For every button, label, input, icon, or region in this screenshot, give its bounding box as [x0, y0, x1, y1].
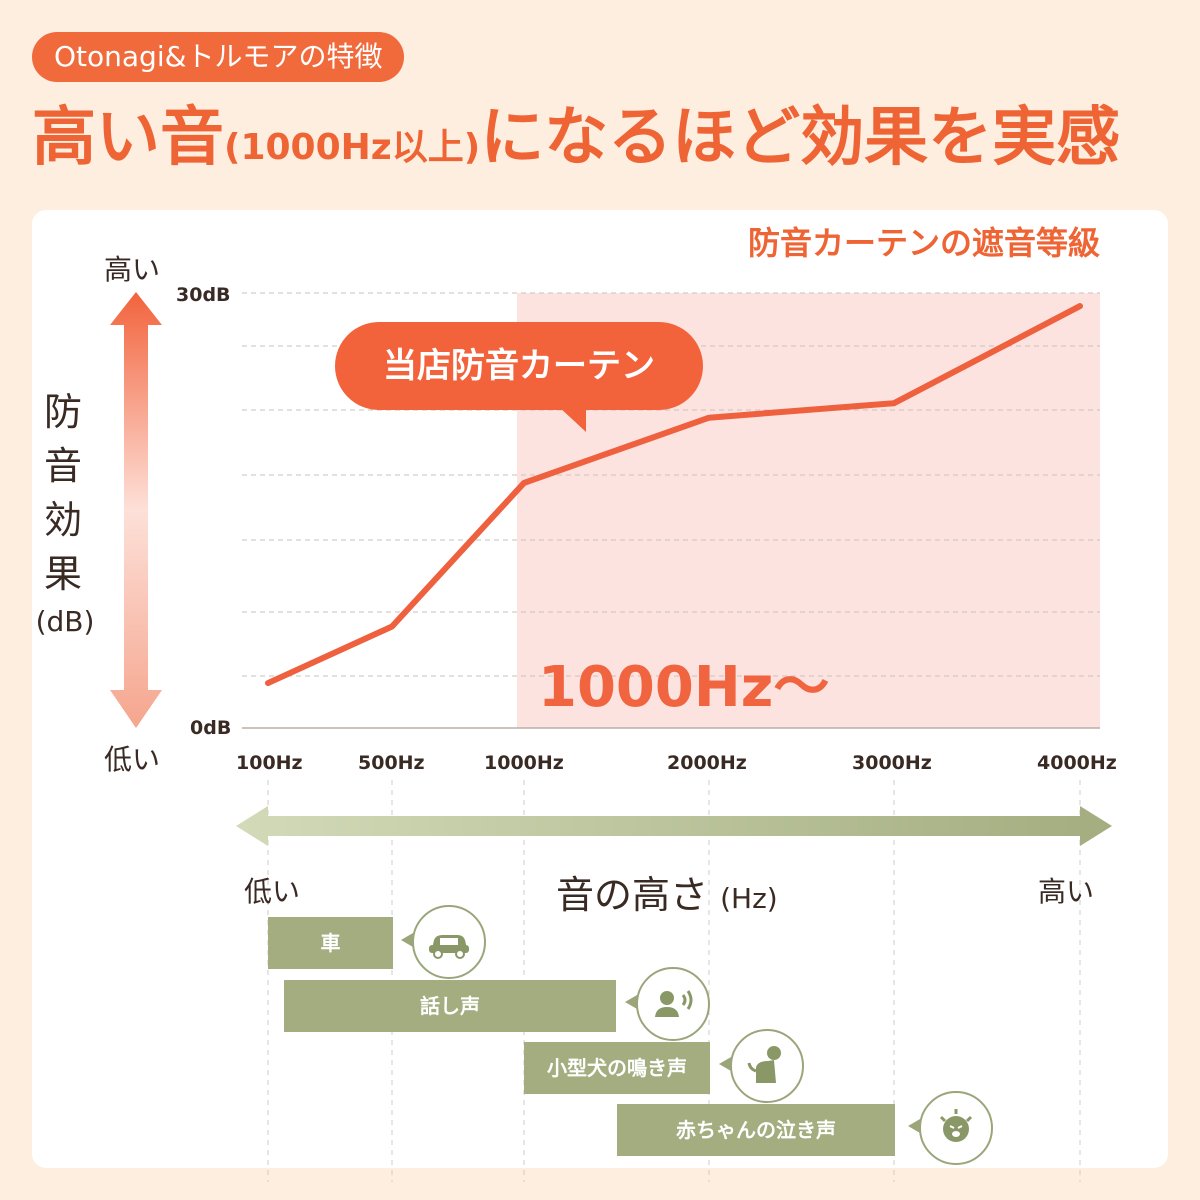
chart-title: 防音カーテンの遮音等級 [747, 224, 1100, 262]
x-axis-title: 音の高さ (Hz) [556, 864, 778, 919]
page-headline: 高い音(1000Hz以上)になるほど効果を実感 [32, 98, 1120, 188]
highlight-zone-label: 1000Hz〜 [538, 655, 830, 720]
x-axis-arrow [236, 806, 1112, 846]
headline-part-2: (1000Hz以上) [224, 127, 481, 168]
x-tick-label: 2000Hz [667, 752, 747, 774]
x-tick-label: 500Hz [358, 752, 425, 774]
car-icon [412, 905, 486, 979]
y-axis-label-char: 効 [43, 498, 82, 542]
data-point [892, 401, 896, 406]
crying-baby-icon [919, 1091, 993, 1165]
x-axis-low-label: 低い [244, 875, 301, 908]
x-axis-title-unit: (Hz) [720, 882, 778, 915]
x-axis-title-text: 音の高さ [556, 873, 709, 917]
sound-source-bar-voice: 話し声 [284, 980, 616, 1032]
callout-tail [558, 406, 586, 432]
y-axis-label-char: 防 [43, 390, 82, 434]
speaking-person-icon [636, 967, 710, 1041]
y-axis-high-label: 高い [104, 253, 161, 286]
data-point [390, 624, 394, 629]
x-tick-label: 3000Hz [852, 752, 932, 774]
headline-part-1: 高い音 [32, 101, 224, 175]
series-callout: 当店防音カーテン [335, 322, 703, 410]
data-point [266, 681, 270, 686]
sound-source-bar-dog: 小型犬の鳴き声 [524, 1042, 710, 1094]
x-axis-high-label: 高い [1038, 875, 1095, 908]
y-tick-label-top: 30dB [176, 284, 231, 306]
x-tick-label: 4000Hz [1037, 752, 1117, 774]
y-tick-label-bottom: 0dB [190, 717, 232, 739]
headline-part-3: になるほど効果を実感 [480, 101, 1121, 175]
y-axis-label-char: 音 [43, 444, 82, 488]
sound-source-bar-baby: 赤ちゃんの泣き声 [617, 1104, 895, 1156]
dog-icon [730, 1029, 804, 1103]
bubble-tail [625, 995, 637, 1009]
y-axis-label: 防音効果 [40, 385, 86, 601]
y-axis-unit: (dB) [35, 605, 95, 638]
data-point [1078, 304, 1082, 309]
series-line [265, 303, 1083, 687]
y-axis-label-char: 果 [43, 552, 82, 596]
data-point [707, 415, 711, 420]
y-axis-low-label: 低い [104, 743, 161, 776]
y-axis-arrow [110, 292, 162, 728]
x-tick-label: 100Hz [236, 752, 303, 774]
data-point [522, 480, 526, 485]
bubble-tail [401, 933, 413, 947]
feature-badge: Otonagi&トルモアの特徴 [32, 32, 405, 82]
sound-source-bar-car: 車 [268, 917, 393, 969]
bubble-tail [908, 1119, 920, 1133]
bubble-tail [719, 1057, 731, 1071]
x-tick-label: 1000Hz [484, 752, 564, 774]
